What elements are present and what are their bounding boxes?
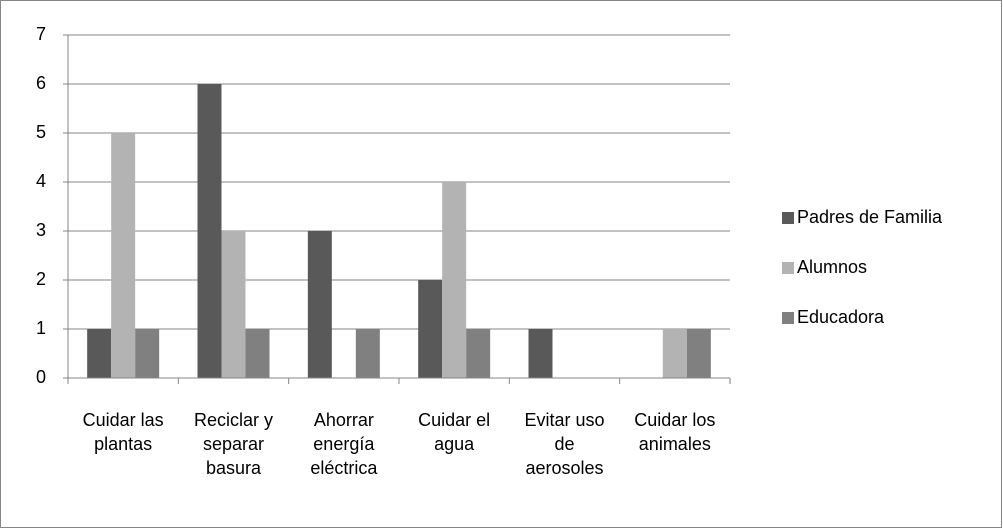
legend-swatch <box>782 312 794 324</box>
legend-label: Padres de Familia <box>797 207 943 227</box>
bar <box>221 231 246 378</box>
bar <box>197 84 222 378</box>
bar <box>307 231 332 378</box>
x-tick-label: Cuidar las plantas <box>83 410 164 454</box>
legend-swatch <box>782 262 794 274</box>
bar <box>355 329 380 378</box>
y-tick-label: 7 <box>36 24 46 44</box>
x-tick-label: Ahorrar energía eléctrica <box>310 410 378 478</box>
y-tick-label: 5 <box>36 122 46 142</box>
x-tick-label: Cuidar los animales <box>634 410 715 454</box>
x-tick-label: Evitar uso de aerosoles <box>524 410 604 478</box>
y-tick-label: 2 <box>36 269 46 289</box>
legend-label: Educadora <box>797 307 885 327</box>
bar <box>528 329 553 378</box>
legend-label: Alumnos <box>797 257 867 277</box>
y-tick-label: 6 <box>36 73 46 93</box>
bar <box>686 329 711 378</box>
y-tick-label: 1 <box>36 318 46 338</box>
bar <box>662 329 687 378</box>
bar <box>245 329 270 378</box>
y-tick-label: 4 <box>36 171 46 191</box>
legend-swatch <box>782 212 794 224</box>
x-tick-label: Reciclar y separar basura <box>194 410 273 478</box>
bar <box>442 182 467 378</box>
y-tick-label: 3 <box>36 220 46 240</box>
bar <box>466 329 491 378</box>
bar <box>418 280 443 378</box>
bar <box>87 329 112 378</box>
bar <box>111 133 136 378</box>
y-tick-label: 0 <box>36 367 46 387</box>
x-tick-label: Cuidar el agua <box>418 410 490 454</box>
bar <box>135 329 160 378</box>
